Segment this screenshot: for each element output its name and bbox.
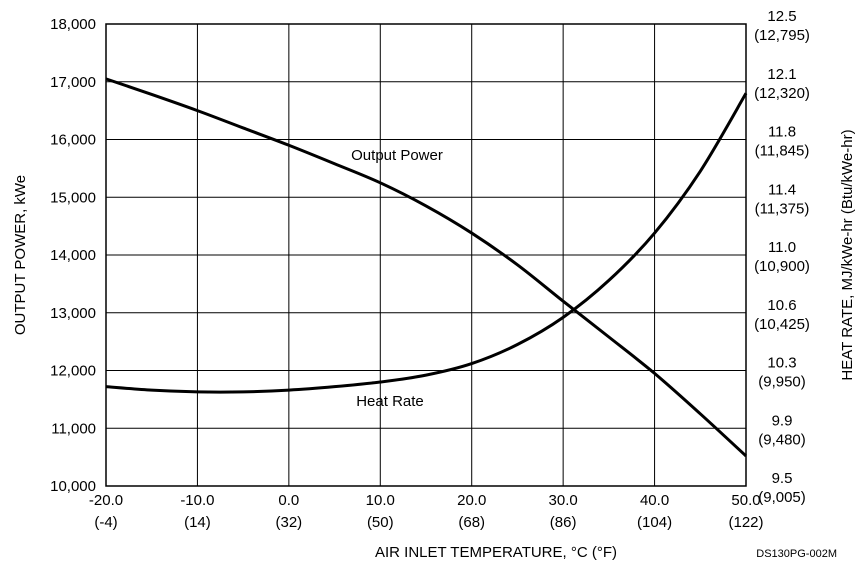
y2-tick-label: 10.3 — [767, 355, 796, 372]
plot-frame — [105, 23, 747, 487]
annotation-output-power: Output Power — [351, 147, 443, 164]
y-tick-label: 13,000 — [50, 305, 96, 322]
y2-tick-sublabel: (9,950) — [758, 374, 806, 391]
y-axis-ticks: 10,000 11,000 12,000 13,000 14,000 15,000 16,0… — [50, 16, 96, 495]
y2-tick-label: 11.8 — [768, 124, 796, 141]
y2-tick-label: 9.5 — [772, 470, 793, 487]
series-line-output-power — [105, 77, 748, 458]
x-tick-label: 40.0 — [640, 492, 669, 509]
x-tick-label: -20.0 — [89, 492, 123, 509]
x-tick-sublabel: (86) — [550, 514, 577, 531]
x-axis-title: AIR INLET TEMPERATURE, °C (°F) — [375, 544, 617, 561]
y2-axis-ticks: 9.5 (9,005) 9.9 (9,480) 10.3 (9,950) 10.6 (10,4… — [754, 8, 810, 506]
figure-code: DS130PG-002M — [756, 548, 837, 560]
x-tick-sublabel: (14) — [184, 514, 211, 531]
y-tick-label: 14,000 — [50, 247, 96, 264]
y-tick-label: 15,000 — [50, 189, 96, 206]
x-tick-label: 20.0 — [457, 492, 486, 509]
y2-tick-sublabel: (11,375) — [755, 200, 810, 217]
y2-tick-sublabel: (12,320) — [754, 85, 810, 102]
x-tick-sublabel: (122) — [728, 514, 763, 531]
annotation-heat-rate: Heat Rate — [356, 393, 424, 410]
y2-tick-label: 11.0 — [768, 239, 796, 256]
y2-axis-title: HEAT RATE, MJ/kWe-hr (Btu/kWe-hr) — [839, 129, 856, 380]
x-tick-label: 10.0 — [366, 492, 395, 509]
y2-tick-label: 9.9 — [772, 412, 793, 429]
y-tick-label: 11,000 — [51, 420, 96, 437]
x-tick-label: 30.0 — [549, 492, 578, 509]
grid — [105, 23, 747, 487]
y2-tick-sublabel: (10,900) — [754, 258, 810, 275]
x-tick-label: 50.0 — [731, 492, 760, 509]
x-axis-ticks: -20.0 (-4) -10.0 (14) 0.0 (32) 10.0 (50) 20.0 (68… — [89, 492, 764, 531]
y-axis-title: OUTPUT POWER, kWe — [12, 175, 29, 335]
x-tick-sublabel: (-4) — [94, 514, 117, 531]
annotations: Output Power Heat Rate — [351, 147, 443, 410]
y-tick-label: 12,000 — [50, 363, 96, 380]
y2-tick-label: 12.1 — [767, 66, 796, 83]
y2-tick-sublabel: (12,795) — [754, 27, 810, 44]
x-tick-sublabel: (32) — [276, 514, 303, 531]
x-tick-label: -10.0 — [180, 492, 214, 509]
y2-tick-label: 12.5 — [767, 8, 796, 25]
y-tick-label: 10,000 — [50, 478, 96, 495]
x-tick-label: 0.0 — [278, 492, 299, 509]
y2-tick-sublabel: (9,480) — [758, 431, 806, 448]
x-tick-sublabel: (104) — [637, 514, 672, 531]
y-tick-label: 16,000 — [50, 132, 96, 149]
y-tick-label: 18,000 — [50, 16, 96, 33]
series-line-heat-rate — [105, 92, 748, 394]
y2-tick-label: 11.4 — [768, 181, 796, 198]
x-tick-sublabel: (68) — [458, 514, 485, 531]
series-group — [105, 77, 748, 458]
y2-tick-sublabel: (9,005) — [758, 489, 806, 506]
y-tick-label: 17,000 — [50, 74, 96, 91]
x-tick-sublabel: (50) — [367, 514, 394, 531]
y2-tick-label: 10.6 — [767, 297, 796, 314]
y2-tick-sublabel: (11,845) — [755, 143, 810, 160]
y2-tick-sublabel: (10,425) — [754, 316, 810, 333]
